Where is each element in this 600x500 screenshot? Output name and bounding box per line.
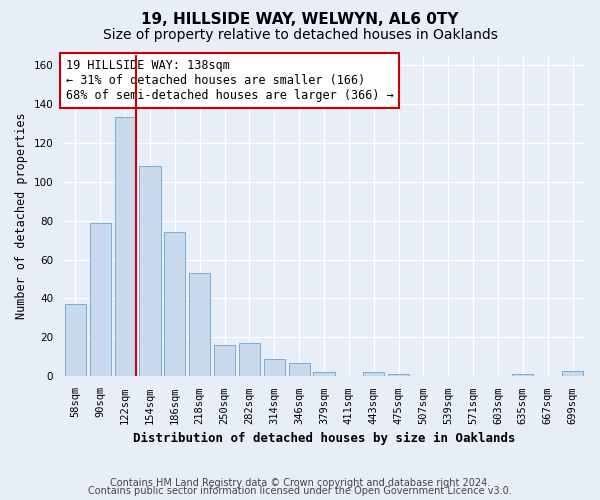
Bar <box>164 232 185 376</box>
Bar <box>115 118 136 376</box>
Bar <box>189 273 210 376</box>
Bar <box>264 359 285 376</box>
Bar <box>139 166 161 376</box>
Bar <box>239 344 260 376</box>
Text: Contains HM Land Registry data © Crown copyright and database right 2024.: Contains HM Land Registry data © Crown c… <box>110 478 490 488</box>
Text: Contains public sector information licensed under the Open Government Licence v3: Contains public sector information licen… <box>88 486 512 496</box>
Text: Size of property relative to detached houses in Oaklands: Size of property relative to detached ho… <box>103 28 497 42</box>
Bar <box>214 345 235 376</box>
Y-axis label: Number of detached properties: Number of detached properties <box>15 112 28 319</box>
Bar <box>65 304 86 376</box>
Bar <box>562 370 583 376</box>
Bar <box>90 222 111 376</box>
Bar <box>512 374 533 376</box>
Bar <box>313 372 335 376</box>
Bar <box>388 374 409 376</box>
X-axis label: Distribution of detached houses by size in Oaklands: Distribution of detached houses by size … <box>133 432 515 445</box>
Text: 19 HILLSIDE WAY: 138sqm
← 31% of detached houses are smaller (166)
68% of semi-d: 19 HILLSIDE WAY: 138sqm ← 31% of detache… <box>65 59 393 102</box>
Bar <box>363 372 384 376</box>
Bar <box>289 362 310 376</box>
Text: 19, HILLSIDE WAY, WELWYN, AL6 0TY: 19, HILLSIDE WAY, WELWYN, AL6 0TY <box>141 12 459 28</box>
